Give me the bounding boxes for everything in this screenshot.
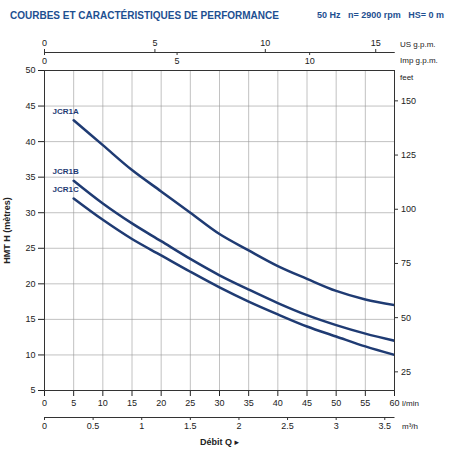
svg-text:25: 25	[185, 398, 195, 408]
svg-text:5: 5	[71, 398, 76, 408]
svg-text:l/min: l/min	[402, 399, 419, 408]
svg-text:15: 15	[371, 38, 381, 48]
svg-text:0.5: 0.5	[87, 421, 100, 431]
svg-text:US g.p.m.: US g.p.m.	[400, 40, 436, 49]
svg-text:55: 55	[360, 398, 370, 408]
svg-text:Imp g.p.m.: Imp g.p.m.	[400, 56, 438, 65]
svg-text:HMT H (mètres): HMT H (mètres)	[2, 197, 12, 264]
svg-text:10: 10	[25, 350, 35, 360]
html-text:COURBES ET CARACTÉRISTIQUES DE: COURBES ET CARACTÉRISTIQUES DE PERFORMAN…	[10, 9, 279, 21]
svg-text:40: 40	[273, 398, 283, 408]
svg-text:3: 3	[334, 421, 339, 431]
svg-text:3.5: 3.5	[379, 421, 392, 431]
svg-text:50: 50	[401, 313, 411, 323]
svg-text:JCR1C: JCR1C	[53, 185, 79, 194]
svg-text:100: 100	[401, 204, 416, 214]
svg-text:45: 45	[302, 398, 312, 408]
svg-text:45: 45	[25, 101, 35, 111]
svg-text:10: 10	[98, 398, 108, 408]
svg-text:50: 50	[331, 398, 341, 408]
svg-text:125: 125	[401, 150, 416, 160]
svg-text:0: 0	[42, 38, 47, 48]
svg-text:60: 60	[389, 398, 399, 408]
svg-text:25: 25	[25, 243, 35, 253]
svg-text:30: 30	[25, 208, 35, 218]
svg-text:35: 35	[244, 398, 254, 408]
svg-text:1.5: 1.5	[184, 421, 197, 431]
svg-text:1: 1	[139, 421, 144, 431]
svg-text:25: 25	[401, 367, 411, 377]
svg-text:5: 5	[30, 385, 35, 395]
svg-text:150: 150	[401, 96, 416, 106]
svg-text:20: 20	[156, 398, 166, 408]
svg-text:15: 15	[127, 398, 137, 408]
svg-text:75: 75	[401, 258, 411, 268]
html-text:50 Hz n= 2900 rpm HS= 0 m: 50 Hz n= 2900 rpm HS= 0 m	[316, 10, 444, 20]
svg-text:5: 5	[175, 56, 180, 66]
svg-text:2.5: 2.5	[281, 421, 294, 431]
svg-text:JCR1A: JCR1A	[53, 107, 79, 116]
svg-text:0: 0	[42, 421, 47, 431]
svg-text:10: 10	[260, 38, 270, 48]
svg-text:40: 40	[25, 136, 35, 146]
svg-text:5: 5	[152, 38, 157, 48]
svg-text:50: 50	[25, 65, 35, 75]
svg-text:0: 0	[42, 56, 47, 66]
svg-text:feet: feet	[400, 73, 414, 82]
svg-text:Débit Q ▸: Débit Q ▸	[200, 437, 240, 447]
svg-text:35: 35	[25, 172, 35, 182]
svg-text:15: 15	[25, 314, 35, 324]
svg-text:30: 30	[214, 398, 224, 408]
svg-text:10: 10	[305, 56, 315, 66]
svg-text:m³/h: m³/h	[402, 422, 418, 431]
svg-text:20: 20	[25, 279, 35, 289]
svg-text:JCR1B: JCR1B	[53, 167, 79, 176]
svg-text:2: 2	[236, 421, 241, 431]
svg-text:0: 0	[42, 398, 47, 408]
